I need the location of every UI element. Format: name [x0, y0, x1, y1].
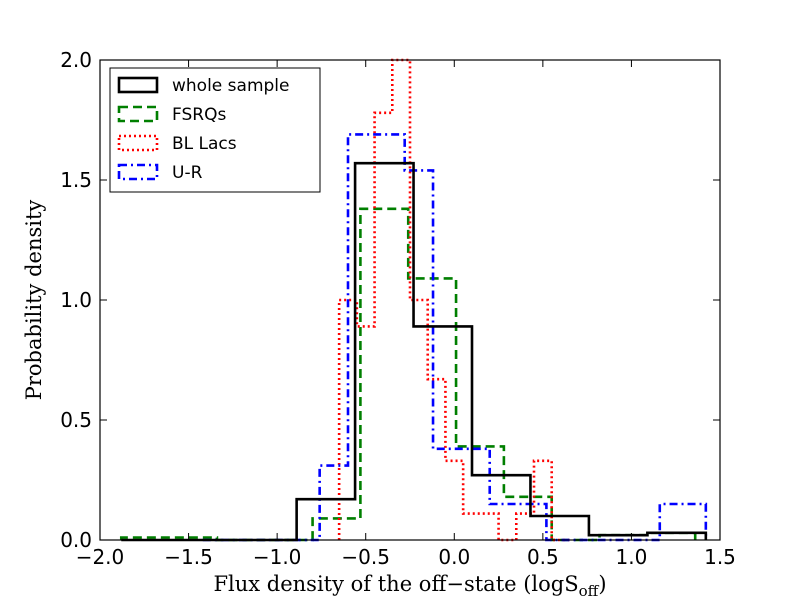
x-axis-label-main: Flux density of the off−state (logS — [213, 572, 578, 596]
x-tick-label: −1.5 — [164, 545, 213, 569]
legend-swatch — [117, 134, 159, 152]
legend-label: whole sample — [172, 76, 289, 96]
x-tick-label: 1.5 — [704, 545, 736, 569]
x-axis-label-close: ) — [598, 572, 606, 596]
x-axis-label: Flux density of the off−state (logSoff) — [213, 572, 606, 600]
legend-item-fsrqs: FSRQs — [117, 105, 226, 125]
legend-item-u-r: U-R — [117, 163, 203, 183]
legend-items: whole sample FSRQs BL Lacs U-R — [117, 76, 289, 183]
y-tick-label: 0.5 — [60, 408, 92, 432]
legend-item-bl-lacs: BL Lacs — [117, 134, 237, 154]
ticks-layer: −2.0 −1.5 −1.0 −0.5 0.0 0.5 1.0 1.5 0.0 0.5 1.0 1.5… — [60, 48, 736, 569]
legend-swatch — [117, 163, 159, 181]
y-axis-label: Probability density — [22, 200, 46, 401]
legend-swatch — [117, 76, 159, 94]
y-tick-label: 1.0 — [60, 288, 92, 312]
legend-label: FSRQs — [172, 105, 226, 125]
plot-frame — [99, 59, 721, 541]
x-tick-label: 1.0 — [616, 545, 648, 569]
y-tick-label: 2.0 — [60, 48, 92, 72]
legend-label: BL Lacs — [172, 134, 237, 154]
x-tick-label: 0.0 — [438, 545, 470, 569]
x-tick-label: −1.0 — [253, 545, 302, 569]
legend: whole sample FSRQs BL Lacs U-R — [109, 67, 321, 193]
legend-item-whole-sample: whole sample — [117, 76, 289, 96]
legend-box — [109, 67, 321, 193]
y-tick-label: 0.0 — [60, 528, 92, 552]
x-tick-label: −0.5 — [341, 545, 390, 569]
legend-swatch — [117, 105, 159, 123]
legend-label: U-R — [172, 163, 203, 183]
x-axis-label-subscript: off — [579, 582, 600, 600]
x-tick-label: 0.5 — [527, 545, 559, 569]
y-tick-label: 1.5 — [60, 168, 92, 192]
x-tick-label: −2.0 — [76, 545, 125, 569]
